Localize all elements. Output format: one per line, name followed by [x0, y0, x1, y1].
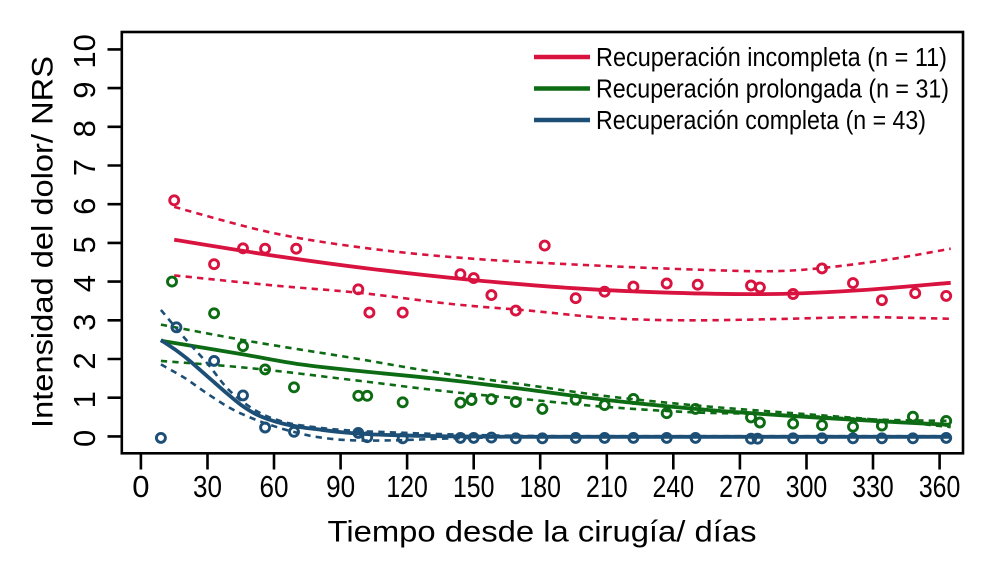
- svg-text:Tiempo desde la cirugía/ días: Tiempo desde la cirugía/ días: [328, 515, 757, 548]
- svg-text:330: 330: [852, 469, 894, 504]
- svg-text:0: 0: [67, 430, 102, 447]
- svg-text:8: 8: [67, 120, 102, 137]
- svg-text:60: 60: [260, 469, 289, 504]
- svg-text:210: 210: [586, 469, 628, 504]
- svg-text:3: 3: [67, 314, 102, 331]
- svg-text:120: 120: [386, 469, 428, 504]
- svg-text:0: 0: [132, 469, 149, 504]
- svg-text:240: 240: [653, 469, 695, 504]
- svg-text:150: 150: [453, 469, 495, 504]
- svg-text:Recuperación completa (n = 43): Recuperación completa (n = 43): [596, 107, 926, 135]
- svg-text:30: 30: [193, 469, 222, 504]
- svg-text:9: 9: [67, 81, 102, 98]
- svg-text:5: 5: [67, 236, 102, 253]
- svg-text:4: 4: [67, 275, 102, 292]
- svg-text:2: 2: [67, 352, 102, 369]
- svg-text:Recuperación incompleta (n = 1: Recuperación incompleta (n = 11): [596, 44, 947, 72]
- svg-text:10: 10: [67, 34, 102, 68]
- svg-text:1: 1: [67, 391, 102, 408]
- svg-text:270: 270: [719, 469, 761, 504]
- svg-text:Recuperación prolongada (n = 3: Recuperación prolongada (n = 31): [596, 76, 949, 104]
- svg-text:90: 90: [326, 469, 355, 504]
- svg-text:6: 6: [67, 198, 102, 215]
- svg-text:300: 300: [786, 469, 828, 504]
- svg-text:Intensidad del dolor/ NRS: Intensidad del dolor/ NRS: [27, 56, 60, 428]
- svg-text:7: 7: [67, 159, 102, 176]
- svg-text:360: 360: [919, 469, 961, 504]
- svg-text:180: 180: [519, 469, 561, 504]
